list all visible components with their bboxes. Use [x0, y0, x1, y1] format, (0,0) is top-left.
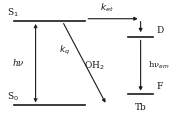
Text: $k_{et}$: $k_{et}$ — [100, 2, 114, 14]
Text: $k_q$: $k_q$ — [59, 44, 70, 57]
Text: S$_0$: S$_0$ — [7, 90, 19, 103]
Text: D: D — [157, 26, 164, 35]
Text: hν: hν — [12, 59, 23, 68]
Text: Tb: Tb — [135, 103, 146, 112]
Text: OH$_2$: OH$_2$ — [84, 59, 104, 72]
Text: S$_1$: S$_1$ — [7, 6, 19, 19]
Text: hν$_{em}$: hν$_{em}$ — [148, 60, 169, 71]
Text: F: F — [157, 82, 163, 91]
